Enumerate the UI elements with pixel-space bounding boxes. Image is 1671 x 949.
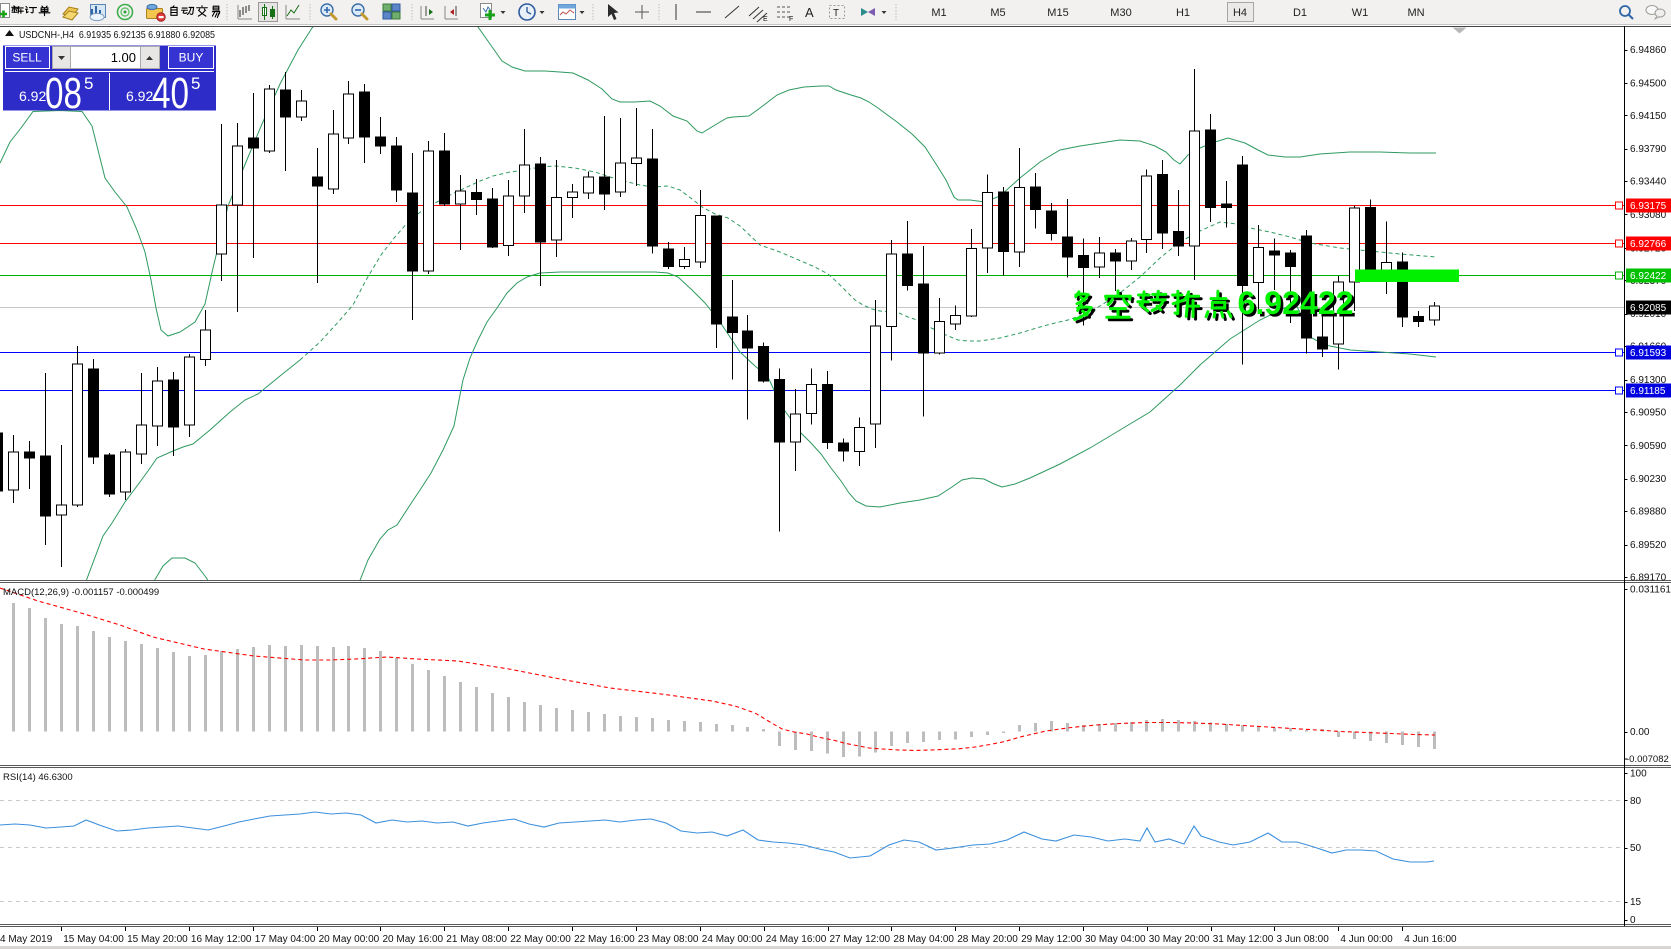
svg-text:24 May 00:00: 24 May 00:00 — [702, 934, 763, 945]
svg-text:5: 5 — [191, 74, 200, 93]
svg-text:M15: M15 — [1047, 7, 1068, 19]
svg-text:M30: M30 — [1110, 7, 1131, 19]
svg-text:1.00: 1.00 — [111, 50, 136, 65]
svg-text:22 May 00:00: 22 May 00:00 — [510, 934, 571, 945]
svg-text:6.92085: 6.92085 — [1630, 303, 1667, 314]
svg-text:100: 100 — [1630, 769, 1647, 780]
svg-text:6.93440: 6.93440 — [1630, 177, 1667, 188]
svg-text:6.91593: 6.91593 — [1630, 348, 1667, 359]
svg-text:3 Jun 08:00: 3 Jun 08:00 — [1277, 934, 1330, 945]
svg-text:A: A — [805, 5, 814, 20]
svg-text:20 May 00:00: 20 May 00:00 — [319, 934, 380, 945]
svg-text:30 May 04:00: 30 May 04:00 — [1085, 934, 1146, 945]
svg-text:6.89170: 6.89170 — [1630, 573, 1667, 584]
svg-text:D1: D1 — [1293, 7, 1307, 19]
svg-text:BUY: BUY — [179, 51, 204, 65]
svg-text:6.90950: 6.90950 — [1630, 408, 1667, 419]
svg-text:E: E — [763, 16, 768, 23]
svg-text:4 Jun 16:00: 4 Jun 16:00 — [1404, 934, 1457, 945]
svg-text:4 May 2019: 4 May 2019 — [0, 934, 53, 945]
svg-text:6.92010: 6.92010 — [1630, 309, 1667, 320]
svg-text:15 May 04:00: 15 May 04:00 — [63, 934, 124, 945]
svg-text:29 May 12:00: 29 May 12:00 — [1021, 934, 1082, 945]
svg-text:4 Jun 00:00: 4 Jun 00:00 — [1340, 934, 1393, 945]
svg-text:6.92422: 6.92422 — [1240, 288, 1356, 324]
svg-text:-0.007082: -0.007082 — [1626, 754, 1669, 765]
svg-text:0.031161: 0.031161 — [1630, 585, 1671, 596]
svg-text:M1: M1 — [931, 7, 946, 19]
svg-text:6.93175: 6.93175 — [1630, 201, 1667, 212]
svg-text:6.92: 6.92 — [19, 88, 46, 104]
svg-text:6.94860: 6.94860 — [1630, 45, 1667, 56]
svg-text:5: 5 — [84, 74, 93, 93]
svg-text:MACD(12,26,9) -0.001157 -0.000: MACD(12,26,9) -0.001157 -0.000499 — [3, 587, 159, 598]
svg-text:MN: MN — [1407, 7, 1424, 19]
svg-text:28 May 20:00: 28 May 20:00 — [957, 934, 1018, 945]
svg-text:08: 08 — [45, 69, 82, 118]
svg-text:6.93080: 6.93080 — [1630, 210, 1667, 221]
svg-text:0: 0 — [1630, 915, 1636, 926]
svg-text:F: F — [789, 16, 793, 23]
svg-text:22 May 16:00: 22 May 16:00 — [574, 934, 635, 945]
svg-text:SELL: SELL — [12, 51, 42, 65]
svg-text:6.91300: 6.91300 — [1630, 375, 1667, 386]
svg-text:H4: H4 — [1233, 7, 1247, 19]
svg-text:RSI(14) 46.6300: RSI(14) 46.6300 — [3, 772, 73, 783]
svg-text:21 May 08:00: 21 May 08:00 — [446, 934, 507, 945]
svg-text:17 May 04:00: 17 May 04:00 — [255, 934, 316, 945]
svg-text:50: 50 — [1630, 843, 1642, 854]
svg-text:30 May 20:00: 30 May 20:00 — [1149, 934, 1210, 945]
svg-text:6.94500: 6.94500 — [1630, 78, 1667, 89]
svg-text:28 May 04:00: 28 May 04:00 — [893, 934, 954, 945]
svg-text:24 May 16:00: 24 May 16:00 — [766, 934, 827, 945]
svg-text:W1: W1 — [1352, 7, 1369, 19]
svg-text:USDCNH-,H4 6.91935 6.92135 6.: USDCNH-,H4 6.91935 6.92135 6.91880 6.920… — [19, 29, 215, 41]
svg-text:31 May 12:00: 31 May 12:00 — [1213, 934, 1274, 945]
svg-text:6.90230: 6.90230 — [1630, 474, 1667, 485]
svg-text:23 May 08:00: 23 May 08:00 — [638, 934, 699, 945]
svg-text:6.89520: 6.89520 — [1630, 540, 1667, 551]
svg-text:16 May 12:00: 16 May 12:00 — [191, 934, 252, 945]
svg-text:6.92766: 6.92766 — [1630, 239, 1667, 250]
svg-text:6.93790: 6.93790 — [1630, 144, 1667, 155]
svg-text:T: T — [833, 8, 839, 19]
svg-text:27 May 12:00: 27 May 12:00 — [830, 934, 891, 945]
svg-text:6.90590: 6.90590 — [1630, 441, 1667, 452]
svg-text:15: 15 — [1630, 897, 1642, 908]
svg-text:40: 40 — [152, 69, 189, 118]
svg-text:20 May 16:00: 20 May 16:00 — [383, 934, 444, 945]
svg-text:H1: H1 — [1176, 7, 1190, 19]
svg-text:6.91185: 6.91185 — [1630, 386, 1666, 397]
svg-text:6.89880: 6.89880 — [1630, 507, 1667, 518]
svg-text:80: 80 — [1630, 796, 1642, 807]
svg-text:6.92422: 6.92422 — [1238, 285, 1354, 321]
svg-text:6.94150: 6.94150 — [1630, 111, 1667, 122]
svg-text:6.92: 6.92 — [126, 88, 153, 104]
svg-text:6.92422: 6.92422 — [1630, 271, 1667, 282]
svg-text:0.00: 0.00 — [1630, 727, 1650, 738]
svg-text:M5: M5 — [990, 7, 1005, 19]
svg-text:15 May 20:00: 15 May 20:00 — [127, 934, 188, 945]
